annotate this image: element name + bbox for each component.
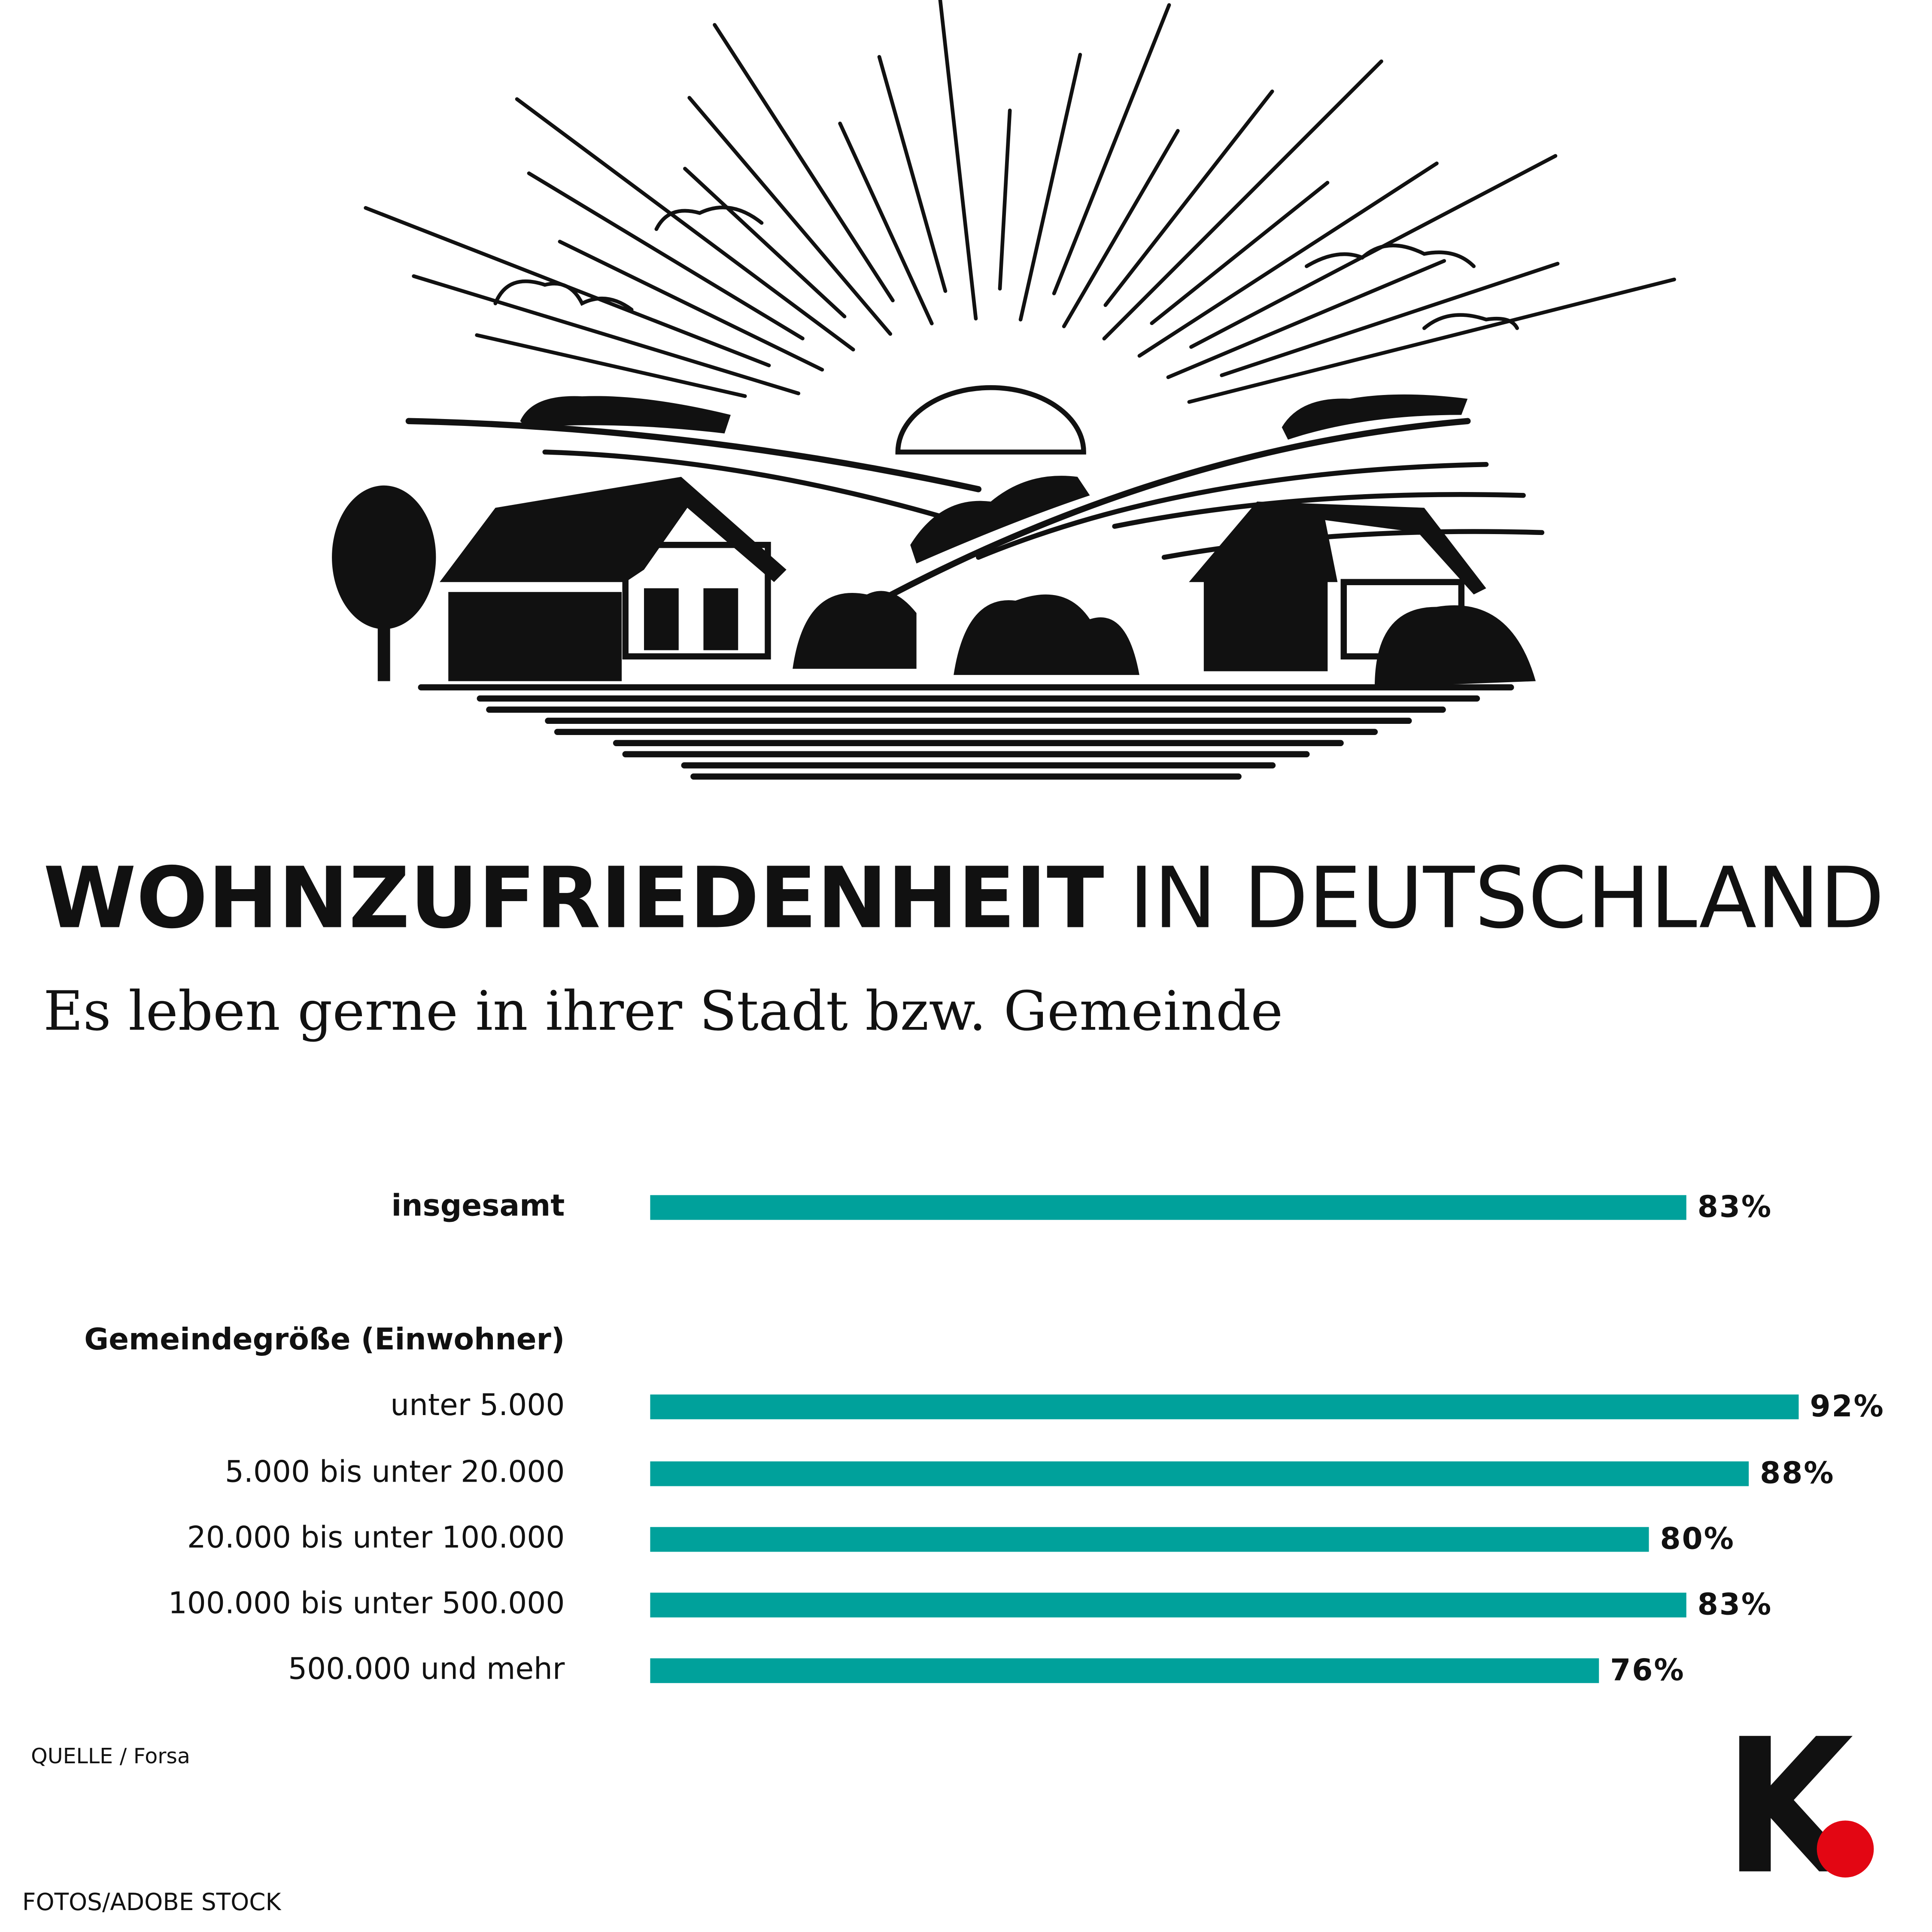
sun-ray [1187,277,1676,404]
treeline [520,396,731,434]
hill-line [1161,529,1545,560]
source: QUELLE / Forsa [31,1744,190,1768]
sun-ray [1150,181,1330,325]
treeline [1282,394,1468,440]
ground [418,684,1514,780]
sun-ray [998,108,1012,291]
bar [650,1195,1686,1220]
house [448,592,622,681]
sun-ray [713,23,895,303]
sun-ray [683,167,847,319]
tree [332,485,436,629]
sun [895,385,1086,455]
sun-ray [1103,89,1274,307]
sun-ray [515,97,855,352]
house [1203,569,1328,671]
credit: FOTOS/ADOBE STOCK [22,1888,282,1916]
sun-ray [1102,59,1383,341]
house-gable [622,542,771,660]
value-label: 80% [1660,1522,1735,1556]
bush [1374,605,1536,687]
illustration [332,205,1545,687]
logo-dot [1817,1820,1874,1878]
sun-rays [364,0,1676,404]
window [644,588,679,650]
value-label: 76% [1610,1653,1685,1687]
tree-trunk [377,582,390,681]
bar [650,1527,1649,1552]
window [703,588,738,650]
category-label: 20.000 bis unter 100.000 [187,1521,565,1555]
treeline [910,476,1090,564]
sun-ray [1189,154,1558,349]
sun-ray [527,171,805,340]
sun-ray [938,0,978,321]
cloud [1304,243,1476,268]
hill-line [405,418,982,492]
cloud [654,205,764,231]
bar [650,1394,1799,1419]
sun-ray [838,122,934,325]
category-label: 500.000 und mehr [288,1652,565,1686]
sun-ray [1052,3,1171,295]
bush [954,594,1139,675]
value-label: 83% [1698,1587,1772,1622]
sun-ray [558,240,824,372]
category-label: 100.000 bis unter 500.000 [168,1586,565,1620]
sun-ray [1062,129,1180,328]
hill-line [1112,492,1526,529]
title-bold: WOHNZUFRIEDENHEIT [43,849,1104,947]
roof [440,477,787,582]
value-label: 92% [1810,1389,1884,1424]
category-label: 5.000 bis unter 20.000 [225,1455,565,1489]
hill-line [542,450,956,523]
value-label: 88% [1760,1456,1835,1491]
sun-ray [1220,261,1560,377]
group-label: Gemeindegröße (Einwohner) [84,1322,565,1357]
bar [650,1592,1686,1618]
value-label: 83% [1698,1190,1772,1224]
logo: K [1724,1699,1860,1916]
bar [650,1461,1749,1486]
hill-line [888,418,1471,598]
sun-ray [412,274,801,395]
sun-ray [1137,161,1439,358]
hill-line [976,462,1489,560]
category-label: insgesamt [392,1189,565,1223]
sun-ray [687,96,893,336]
category-label: unter 5.000 [390,1388,565,1422]
title-regular: IN DEUTSCHLAND [1129,849,1884,947]
sun-ray [364,206,771,368]
sun-ray [1018,53,1082,322]
bush [793,591,917,669]
bar [650,1658,1599,1683]
sun-ray [877,55,948,293]
sun-ray [475,333,747,398]
sun-ray [1166,259,1446,380]
subtitle: Es leben gerne in ihrer Stadt bzw. Gemei… [43,979,1283,1042]
